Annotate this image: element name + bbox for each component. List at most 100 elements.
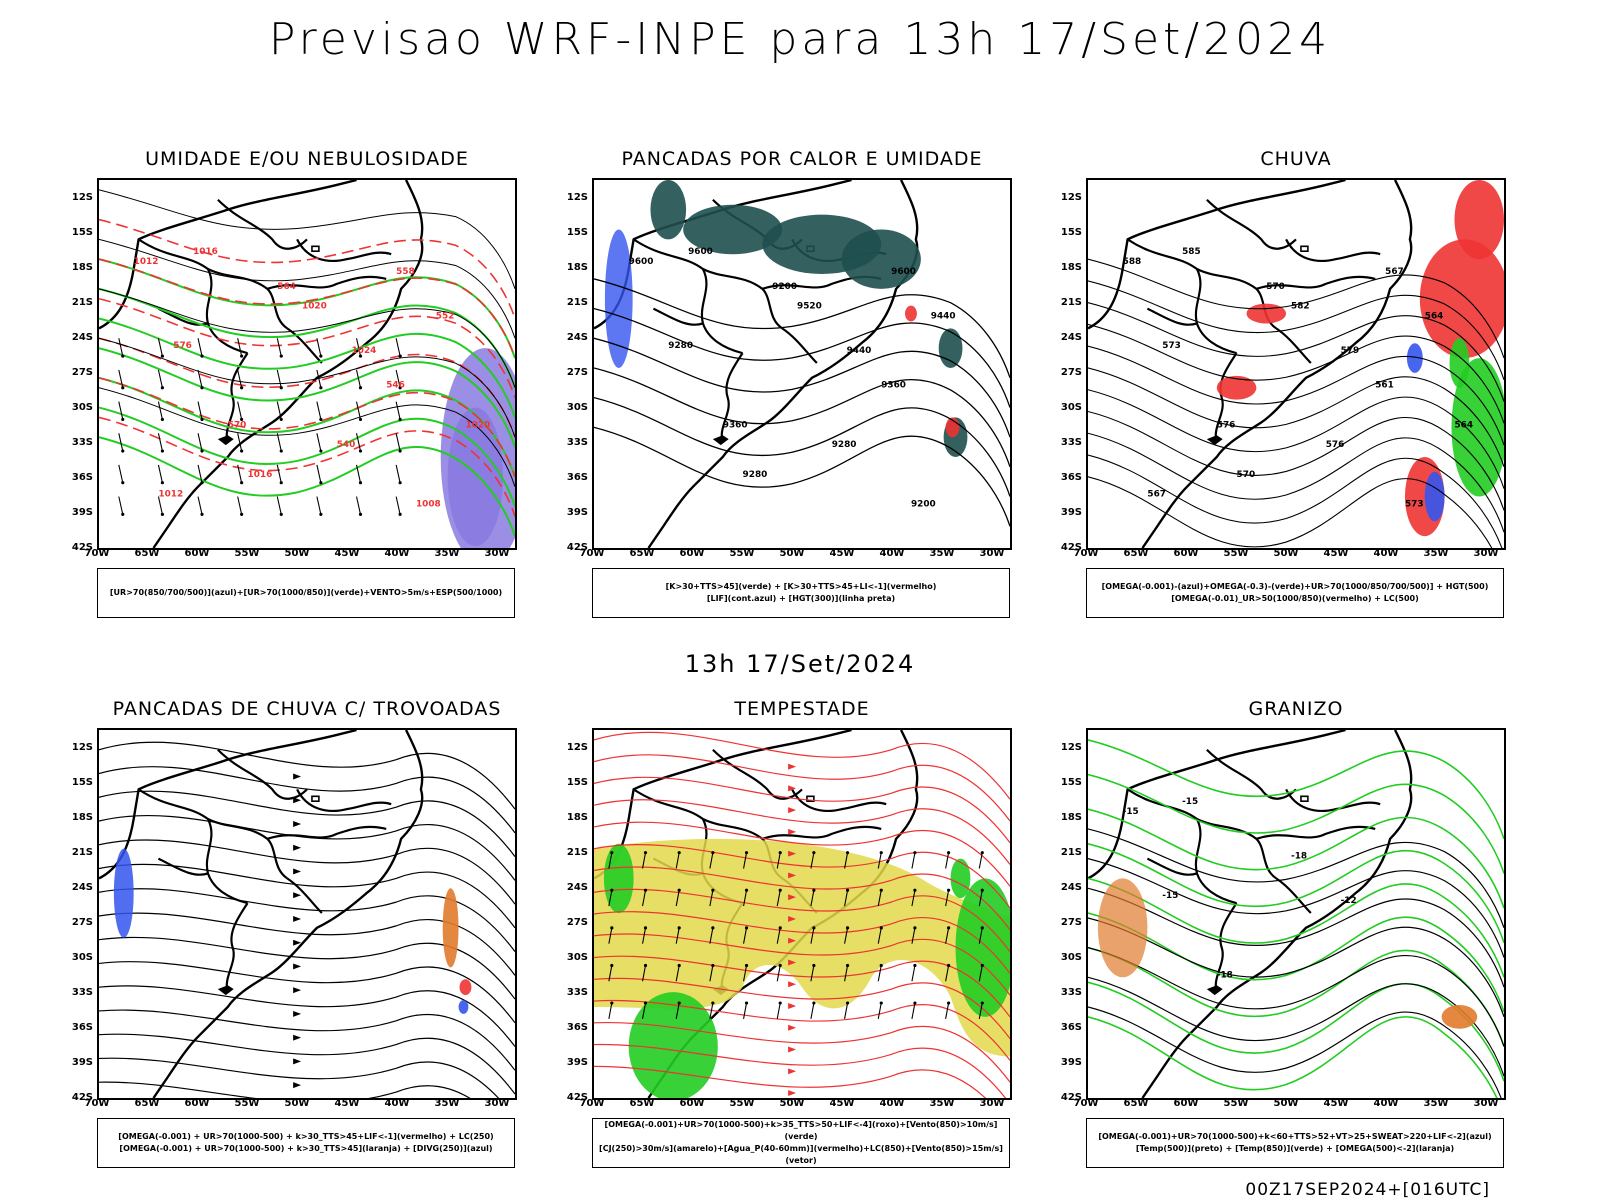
streamline-arrow <box>293 868 302 875</box>
wind-vector <box>395 369 401 388</box>
wind-vector <box>709 965 714 982</box>
contour-label: 9280 <box>743 470 768 480</box>
wind-vector <box>276 369 282 388</box>
contour-line <box>1088 1006 1502 1098</box>
instability-area <box>938 328 963 368</box>
lat-tick-label: 36S <box>1060 472 1082 483</box>
map-canvas: -15 -15 -18 -12 -18 -15 <box>1088 730 1504 1098</box>
contour-line <box>1088 858 1504 958</box>
lat-tick-label: 39S <box>566 507 588 518</box>
coastline <box>1088 180 1413 548</box>
lon-tick-label: 55W <box>1223 1098 1249 1109</box>
streamline-arrow <box>788 894 797 901</box>
lon-tick-label: 35W <box>929 1098 955 1109</box>
map-pancadas_trovoadas <box>97 728 517 1100</box>
contour-line <box>1088 323 1504 424</box>
wind-vector <box>316 369 322 388</box>
lat-tick-label: 30S <box>71 402 93 413</box>
streamline <box>99 863 515 929</box>
country-border <box>138 238 288 330</box>
wind-vector <box>641 852 647 869</box>
wind-vector <box>776 1002 781 1019</box>
contour-line <box>99 297 515 398</box>
wind-vector-head <box>398 354 402 358</box>
lon-tick-label: 60W <box>679 1098 705 1109</box>
wind-vector <box>355 338 362 357</box>
wind-vector-head <box>240 354 244 358</box>
lon-tick-label: 40W <box>879 1098 905 1109</box>
wind-vector <box>844 927 849 944</box>
wind-vector <box>316 433 322 452</box>
lon-tick-label: 65W <box>629 548 655 559</box>
wind-vector-head <box>947 888 951 892</box>
wind-vector <box>743 965 748 982</box>
lat-tick-label: 36S <box>71 472 93 483</box>
wind-vector <box>776 927 781 944</box>
wind-vector <box>810 927 815 944</box>
wind-vector-head <box>778 1001 782 1005</box>
instability-area <box>841 229 921 289</box>
streamline-arrow <box>788 850 797 857</box>
lat-tick-label: 21S <box>1060 297 1082 308</box>
wind-vector-head <box>711 926 715 930</box>
lon-tick-label: 45W <box>1323 1098 1349 1109</box>
contour-line <box>1088 976 1504 1077</box>
country-border <box>700 268 743 355</box>
wind-vector-head <box>610 1001 614 1005</box>
lagoon <box>1206 435 1223 446</box>
lat-tick-label: 36S <box>71 1022 93 1033</box>
contour-line <box>1088 454 1503 548</box>
streamline <box>99 985 515 1047</box>
wind-vector-head <box>980 1001 984 1005</box>
country-border <box>1256 275 1376 290</box>
lat-tick-label: 18S <box>566 812 588 823</box>
contour-label: 576 <box>173 341 192 351</box>
wind-vector-head <box>643 926 648 930</box>
lat-tick-label: 27S <box>566 917 588 928</box>
contour-line <box>1088 912 1504 1013</box>
instability-area <box>683 204 783 255</box>
legend-line: [Temp(500)](preto) + [Temp(850)](verde) … <box>1135 1144 1455 1153</box>
legend-line: [UR>70(850/700/500)](azul)+[UR>70(1000/8… <box>109 588 503 597</box>
wind-vector <box>355 496 362 515</box>
contour-line <box>99 288 515 388</box>
wind-vector <box>355 433 362 452</box>
wind-vector <box>395 338 401 357</box>
lake-outline <box>311 795 320 803</box>
contour-label: 1016 <box>248 470 273 480</box>
lat-tick-label: 15S <box>1060 227 1082 238</box>
wind-vector-head <box>643 963 648 968</box>
country-border <box>267 275 387 290</box>
rain-area <box>1216 375 1257 400</box>
wind-vector <box>118 338 124 357</box>
lat-tick-label: 39S <box>1060 1057 1082 1068</box>
contour-label: 9280 <box>668 341 693 351</box>
wind-vector-head <box>279 417 283 421</box>
streamline <box>594 999 1010 1061</box>
streamline-arrow <box>788 959 797 966</box>
lat-tick-label: 30S <box>1060 402 1082 413</box>
wind-vector <box>945 927 950 944</box>
country-border <box>1206 199 1297 250</box>
wind-vector-head <box>744 851 749 855</box>
legend-chuva: [OMEGA(-0.001)-(azul)+OMEGA(-0.3)-(verde… <box>1086 568 1504 618</box>
wind-vector <box>810 965 815 982</box>
country-border <box>1194 818 1237 905</box>
contour-label: 9200 <box>772 282 797 292</box>
lat-tick-label: 21S <box>566 847 588 858</box>
streamline <box>594 866 1010 931</box>
contour-line <box>99 317 515 418</box>
wind-vector-head <box>980 851 984 855</box>
lon-tick-label: 55W <box>234 1098 260 1109</box>
lon-tick-label: 50W <box>1273 548 1299 559</box>
wind-vector <box>675 965 680 982</box>
wind-vector-head <box>398 481 402 485</box>
lat-tick-label: 21S <box>71 297 93 308</box>
wind-vector <box>316 338 322 357</box>
legend-line: [K>30+TTS>45](verde) + [K>30+TTS>45+LI<-… <box>665 582 937 591</box>
streamline-arrow <box>788 915 797 922</box>
lat-tick-label: 15S <box>566 227 588 238</box>
streamline-arrow <box>788 1003 797 1009</box>
lat-tick-label: 24S <box>71 332 93 343</box>
contour-line <box>1088 345 1504 446</box>
